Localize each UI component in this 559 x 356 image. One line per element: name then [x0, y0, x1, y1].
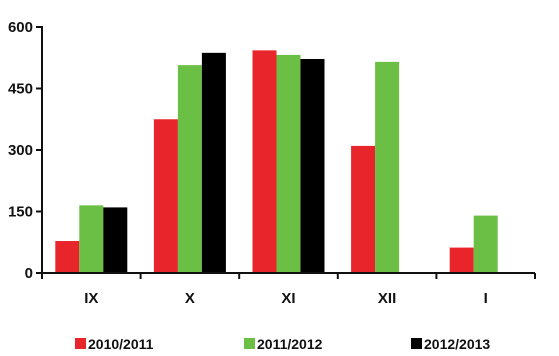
x-tick-label: XII [378, 290, 396, 307]
bars-layer [55, 50, 498, 274]
y-tick-label: 450 [8, 81, 33, 98]
y-tick-label: 0 [25, 265, 33, 282]
bar-2-IX [79, 205, 104, 273]
bar-1-X [153, 119, 178, 273]
bar-1-XI [252, 50, 277, 274]
y-tick-label: 300 [8, 142, 33, 159]
bar-3-XI [300, 58, 325, 274]
legend-swatch-3 [411, 338, 422, 349]
bar-1-IX [55, 241, 80, 273]
axes-layer [36, 26, 536, 279]
x-tick-label: XI [281, 290, 295, 307]
x-tick-label: IX [84, 290, 98, 307]
x-tick-label: X [185, 290, 195, 307]
bar-3-IX [103, 207, 128, 273]
legend-swatch-1 [75, 338, 86, 349]
legend-label-1: 2010/2011 [88, 336, 154, 352]
legend-label-2: 2011/2012 [257, 336, 323, 352]
bar-1-I [449, 247, 474, 273]
bar-2-XII [375, 61, 400, 273]
bar-3-X [201, 52, 226, 273]
bar-1-XII [351, 145, 376, 273]
bar-2-I [473, 215, 498, 273]
legend: 2010/2011 2011/2012 2012/2013 [75, 336, 490, 352]
legend-swatch-2 [244, 338, 255, 349]
legend-label-3: 2012/2013 [424, 336, 490, 352]
y-tick-label: 600 [8, 19, 33, 36]
y-tick-label: 150 [8, 204, 33, 221]
labels-layer: 0 150 300 450 600 IX X XI XII I [8, 19, 488, 307]
bar-2-XI [276, 54, 301, 273]
x-tick-label: I [484, 290, 488, 307]
bar-2-X [177, 65, 202, 273]
